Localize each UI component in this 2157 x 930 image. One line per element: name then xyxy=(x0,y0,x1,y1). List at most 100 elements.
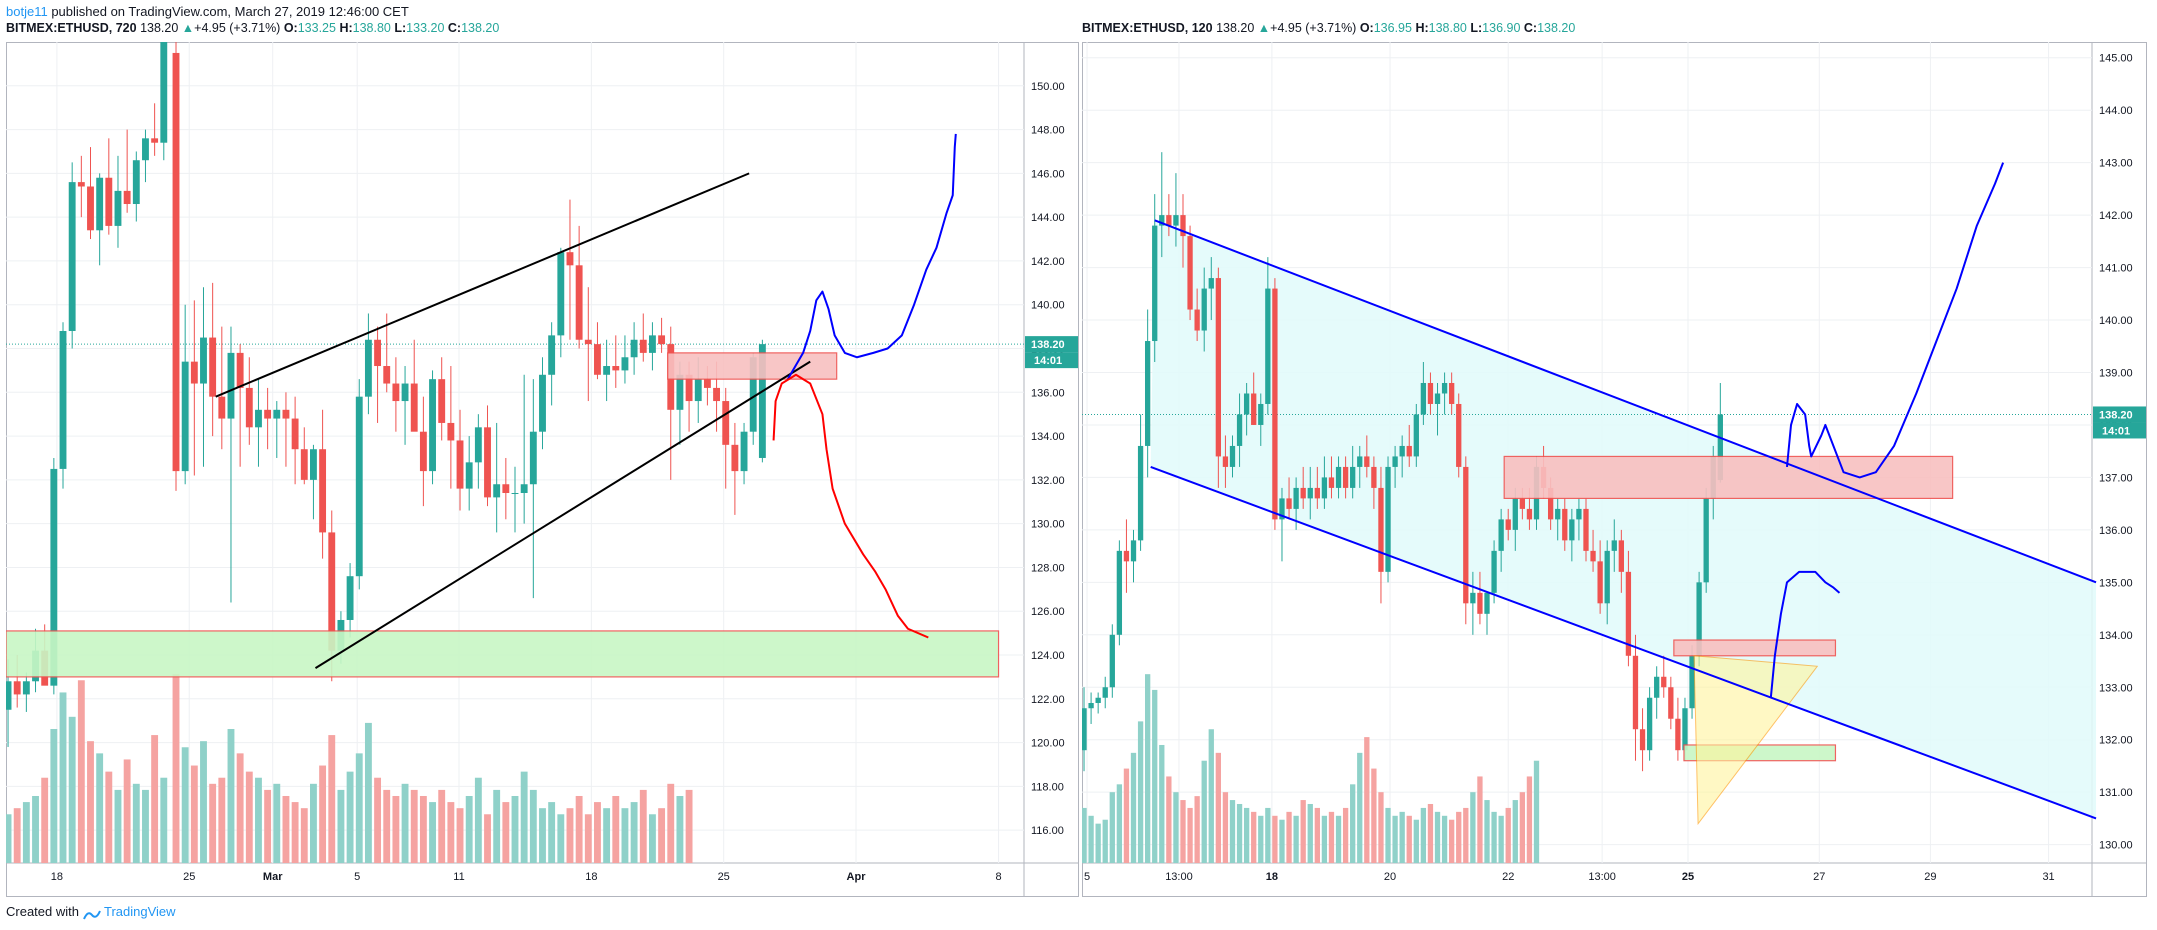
candle-body xyxy=(1258,403,1264,425)
tradingview-link[interactable]: TradingView xyxy=(104,904,176,919)
candle-body xyxy=(594,344,601,375)
candle-body xyxy=(603,366,611,375)
volume-bar xyxy=(1491,811,1497,863)
y-tick-label: 148.00 xyxy=(1031,125,1065,137)
bullish-forecast-path xyxy=(1785,162,2005,479)
candle-body xyxy=(142,138,149,161)
volume-bar xyxy=(227,728,235,863)
candle-body xyxy=(1505,519,1511,530)
candle-body xyxy=(1208,278,1214,289)
candle-body xyxy=(364,339,372,397)
volume-bar xyxy=(132,783,140,863)
volume-bar xyxy=(209,783,217,863)
candle-body xyxy=(1512,498,1518,530)
x-tick-label: 5 xyxy=(1084,871,1090,883)
countdown-tag-text: 14:01 xyxy=(1034,355,1062,367)
x-tick-label: 5 xyxy=(354,871,360,883)
author-link[interactable]: botje11 xyxy=(6,4,48,19)
candle-body xyxy=(181,361,189,472)
volume-bar xyxy=(1102,819,1108,863)
y-tick-label: 134.00 xyxy=(2099,630,2133,642)
volume-bar xyxy=(539,808,546,863)
y-tick-label: 130.00 xyxy=(2099,840,2133,852)
candle-body xyxy=(685,374,693,402)
candle-body xyxy=(1441,382,1448,394)
x-tick-label: 25 xyxy=(718,871,730,883)
volume-bar xyxy=(1116,784,1123,863)
candle-body xyxy=(151,138,159,143)
chart-1[interactable]: 150.00 148.00 146.00 144.00 142.00 140.00 138.… xyxy=(6,42,1081,904)
chart-2[interactable]: 145.00 144.00 143.00 142.00 141.00 140.00 139.… xyxy=(1082,42,2149,904)
candle-body xyxy=(1300,487,1306,499)
candle-body xyxy=(1604,550,1610,604)
candle-body xyxy=(1307,487,1313,499)
chart-2-c-label: C: xyxy=(1523,21,1538,35)
candle-body xyxy=(50,468,58,686)
volume-bar xyxy=(172,674,180,863)
candle-body xyxy=(749,357,757,432)
y-tick-label: 118.00 xyxy=(1031,781,1064,793)
volume-bar xyxy=(429,802,436,863)
volume-bar xyxy=(1187,807,1193,863)
candle-body xyxy=(1222,456,1229,467)
y-tick-label: 144.00 xyxy=(2099,105,2133,117)
volume-bar xyxy=(621,808,629,863)
volume-bar xyxy=(291,802,299,863)
candle-body xyxy=(557,252,565,336)
chart-2-open: 136.95 xyxy=(1373,21,1412,35)
candle-body xyxy=(1102,687,1108,698)
candle-body xyxy=(1251,393,1257,425)
volume-bar xyxy=(1413,819,1419,863)
volume-bar xyxy=(1251,811,1257,863)
volume-bar xyxy=(584,814,592,863)
candle-body xyxy=(1618,540,1624,572)
last-price-tag xyxy=(2093,406,2146,423)
candle-body xyxy=(200,337,207,384)
candle-body xyxy=(160,42,168,143)
volume-bar xyxy=(603,808,611,863)
volume-bar xyxy=(77,680,85,863)
y-tick-label: 135.00 xyxy=(2099,577,2133,589)
volume-bar xyxy=(337,789,345,863)
candle-body xyxy=(474,427,482,463)
volume-bar xyxy=(1095,823,1101,863)
y-tick-label: 130.00 xyxy=(1031,519,1065,531)
volume-bar xyxy=(557,814,565,863)
candle-body xyxy=(438,379,446,423)
volume-bar xyxy=(1229,800,1236,863)
candle-body xyxy=(1413,414,1419,457)
volume-bar xyxy=(465,795,473,863)
volume-bar xyxy=(594,802,601,863)
candle-body xyxy=(621,357,629,371)
volume-bar xyxy=(1364,737,1370,863)
chart-1-l-label: L: xyxy=(394,21,407,35)
candle-body xyxy=(722,401,730,445)
volume-bar xyxy=(1159,744,1165,863)
candle-body xyxy=(310,449,317,480)
candle-body xyxy=(1116,550,1123,635)
volume-bar xyxy=(1321,815,1328,863)
candle-body xyxy=(355,396,363,577)
x-tick-label: 13:00 xyxy=(1165,871,1193,883)
y-tick-label: 139.00 xyxy=(2099,367,2133,379)
countdown-tag xyxy=(2093,422,2146,439)
candle-body xyxy=(1484,592,1490,614)
volume-bar xyxy=(6,814,12,863)
candle-body xyxy=(1597,561,1603,604)
volume-bar xyxy=(410,789,418,863)
volume-bar xyxy=(1512,800,1518,863)
y-tick-label: 142.00 xyxy=(2099,210,2133,222)
candle-body xyxy=(1180,215,1186,237)
candle-body xyxy=(1109,634,1115,688)
volume-bar xyxy=(1392,815,1398,863)
chart-2-h-label: H: xyxy=(1415,21,1429,35)
candle-body xyxy=(1314,487,1320,499)
y-tick-label: 141.00 xyxy=(2099,263,2133,275)
candle-body xyxy=(456,440,464,489)
candle-body xyxy=(658,335,666,345)
candle-body xyxy=(1144,341,1151,446)
publish-info: published on TradingView.com, March 27, … xyxy=(51,4,409,19)
volume-bar xyxy=(1307,803,1313,863)
x-tick-label: 29 xyxy=(1924,871,1936,883)
volume-bar xyxy=(273,783,281,863)
